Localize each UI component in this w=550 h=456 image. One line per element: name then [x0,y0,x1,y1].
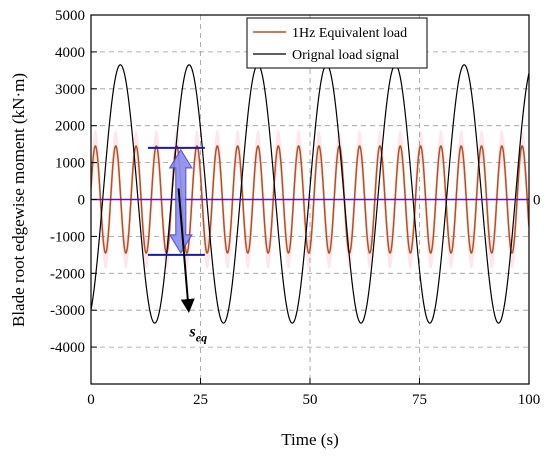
x-tick-label: 75 [412,392,427,408]
series-line-equivalent [91,145,529,254]
y-axis-title: Blade root edgewise moment (kN·m) [9,73,28,327]
y-tick-label: -1000 [50,229,85,245]
range-arrow-shape [168,148,193,255]
reference-lines: 0 [91,146,541,256]
y-tick-label: 1000 [55,156,85,172]
y-tick-label: 5000 [55,8,85,24]
annotations: seq [168,148,207,344]
y-tick-label: 3000 [55,82,85,98]
y-tick-label: -4000 [50,340,85,356]
series-layer [91,64,529,324]
seq-pointer-arrow [177,188,195,313]
y-tick-label: -3000 [50,303,85,319]
x-tick-label: 100 [518,392,541,408]
zero-line-label: 0 [533,193,541,209]
x-tick-label: 50 [303,392,318,408]
legend-label-equivalent: 1Hz Equivalent load [292,26,407,41]
x-axis-title: Time (s) [281,430,338,449]
series-line-original [91,64,529,324]
y-tick-label: -2000 [50,266,85,282]
legend-box [246,17,428,69]
x-tick-label: 0 [87,392,95,408]
legend: 1Hz Equivalent load Orignal load signal [246,17,428,69]
legend-label-original: Orignal load signal [292,48,399,63]
y-tick-label: 4000 [55,45,85,61]
y-tick-label: 2000 [55,119,85,135]
seq-label-subscript: eq [196,330,207,344]
y-tick-label: 0 [78,193,86,209]
range-arrow [168,148,193,255]
tick-labels: 0 25 50 75 100 -4000 -3000 -2000 -1000 0 1000 2000 3… [50,8,540,408]
x-tick-label: 25 [193,392,208,408]
